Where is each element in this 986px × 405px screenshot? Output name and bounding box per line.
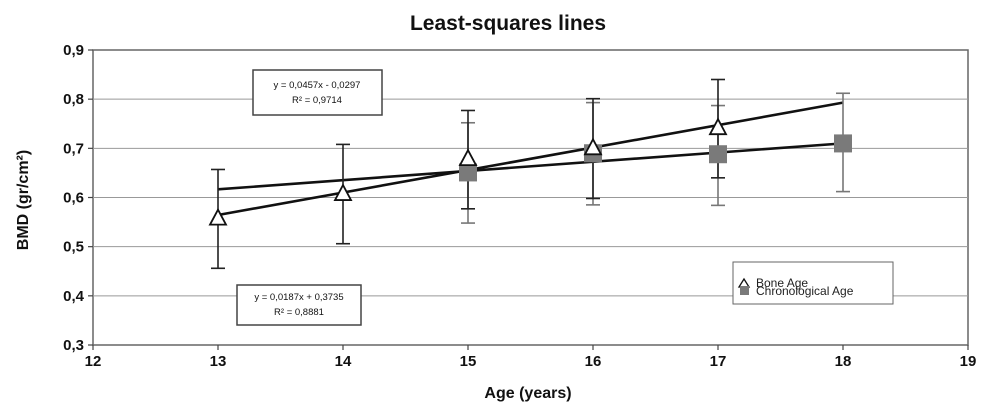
y-axis-title: BMD (gr/cm²) <box>15 150 32 250</box>
equation-bone-age: y = 0,0457x - 0,0297 <box>274 80 361 91</box>
data-point-bone-age <box>458 148 478 167</box>
x-axis-title: Age (years) <box>484 385 571 402</box>
legend-frame <box>732 261 894 305</box>
data-point-bone-age <box>333 183 353 201</box>
legend-label-bone-age: Bone Age <box>756 276 808 290</box>
x-tick-label: 15 <box>460 353 477 370</box>
data-point-chronological-age <box>709 145 727 164</box>
y-tick-label: 0,8 <box>63 91 84 108</box>
data-markers <box>208 117 852 226</box>
x-tick-label: 16 <box>585 353 602 370</box>
equation-box-frame <box>252 69 383 116</box>
y-tick-label: 0,3 <box>63 337 84 354</box>
data-point-chronological-age <box>459 163 477 182</box>
data-point-bone-age <box>708 117 728 136</box>
x-tick-label: 13 <box>210 353 227 370</box>
trendline-bone-age <box>217 101 844 217</box>
equation-chronological-age: y = 0,0187x + 0,3735 <box>254 292 343 303</box>
equation-box-frame <box>236 284 362 326</box>
trendlines <box>217 101 844 217</box>
r-squared-bone-age: R² = 0,9714 <box>292 95 342 106</box>
y-tick-label: 0,5 <box>63 239 84 256</box>
legend-label-chronological-age: Chronological Age <box>756 284 854 298</box>
x-tick-label: 12 <box>85 353 102 370</box>
data-point-chronological-age <box>834 134 852 153</box>
gridlines <box>93 98 968 297</box>
data-point-bone-age <box>208 207 228 226</box>
y-tick-label: 0,4 <box>63 288 85 305</box>
equation-box-bone-age: y = 0,0457x - 0,0297 R² = 0,9714 <box>252 69 383 116</box>
trendline-chronological-age <box>217 142 844 191</box>
x-axis-ticks: 12 13 14 15 16 17 18 19 <box>85 345 977 370</box>
square-icon <box>740 286 749 295</box>
y-tick-label: 0,6 <box>63 190 84 207</box>
x-tick-label: 14 <box>335 353 352 370</box>
data-point-bone-age <box>583 137 603 156</box>
r-squared-chronological-age: R² = 0,8881 <box>274 307 324 318</box>
y-axis-ticks: 0,3 0,4 0,5 0,6 0,7 0,8 0,9 <box>63 42 93 354</box>
x-tick-label: 18 <box>835 353 852 370</box>
x-tick-label: 17 <box>710 353 727 370</box>
chart-title: Least-squares lines <box>410 12 606 35</box>
x-tick-label: 19 <box>960 353 977 370</box>
legend: Bone Age Chronological Age <box>732 261 894 305</box>
y-tick-label: 0,7 <box>63 140 84 157</box>
y-tick-label: 0,9 <box>63 42 84 59</box>
equation-box-chronological-age: y = 0,0187x + 0,3735 R² = 0,8881 <box>236 284 362 326</box>
